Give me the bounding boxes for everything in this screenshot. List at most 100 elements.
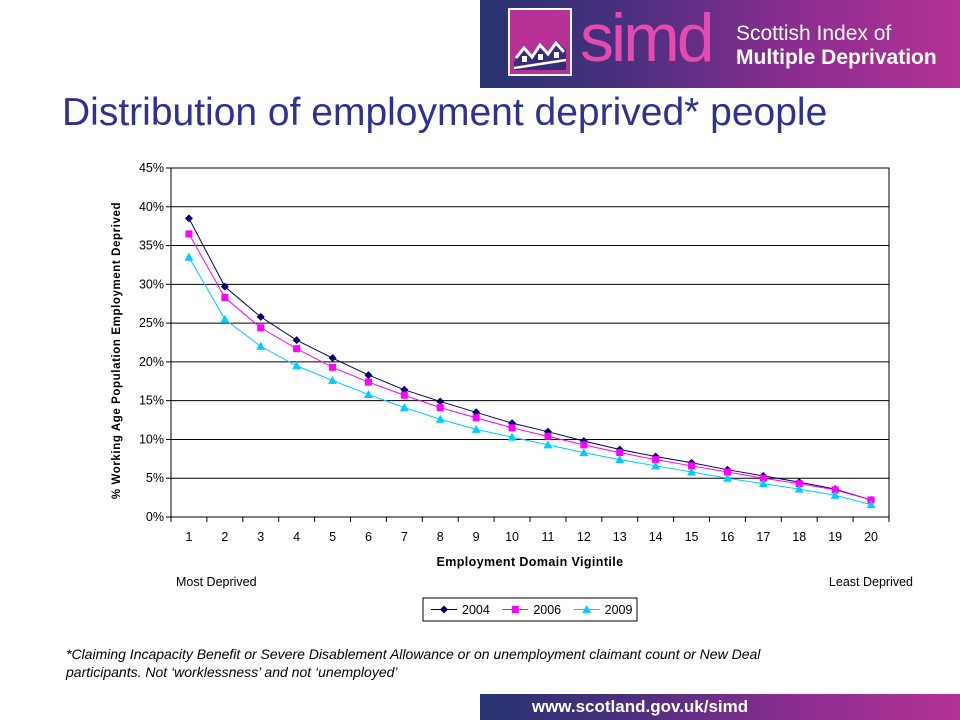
x-tick-label: 19 (828, 530, 842, 544)
data-point-2006 (652, 456, 660, 464)
data-point-2004 (220, 282, 229, 291)
brand-word: simd (580, 0, 715, 76)
y-tick-label: 45% (139, 161, 164, 175)
data-point-2006 (472, 414, 480, 422)
data-point-2009 (866, 500, 876, 509)
brand-name-line1: Scottish Index of (736, 22, 892, 45)
y-tick-label: 20% (139, 355, 164, 369)
series-line-2004 (188, 218, 872, 501)
brand-name-line2: Multiple Deprivation (736, 46, 937, 69)
annotation-most-deprived: Most Deprived (176, 575, 257, 589)
y-axis-label: % Working Age Population Employment Depr… (111, 202, 123, 499)
legend-item-2004: 2004 (431, 603, 490, 617)
data-point-2009 (722, 473, 732, 482)
y-tick-label: 0% (146, 510, 164, 524)
data-point-2009 (651, 461, 661, 470)
chart-legend: 2004 2006 2009 (422, 597, 638, 622)
footer-url-link[interactable]: www.scotland.gov.uk/simd (531, 697, 749, 716)
data-point-2004 (364, 371, 373, 380)
x-tick-label: 4 (293, 530, 300, 544)
series-2004 (184, 214, 876, 504)
legend-label: 2006 (533, 603, 561, 617)
x-tick-label: 12 (577, 530, 591, 544)
x-tick-label: 1 (185, 530, 192, 544)
chart-gridlines (171, 206, 889, 479)
x-tick-label: 18 (792, 530, 806, 544)
x-tick-label: 3 (257, 530, 264, 544)
data-point-2009 (687, 467, 697, 476)
data-point-2006 (759, 474, 767, 482)
data-point-2004 (256, 312, 265, 321)
data-point-2006 (688, 462, 696, 470)
data-point-2006 (364, 378, 372, 386)
data-point-2009 (435, 414, 445, 423)
footer-bar: www.scotland.gov.uk/simd (480, 694, 960, 720)
y-axis-ticks: 0% 5% 10% 15% 20% 25% 30% 35% 40% 45% (139, 161, 171, 524)
slide-title: Distribution of employment deprived* peo… (62, 91, 828, 134)
y-tick-label: 10% (139, 432, 164, 446)
header-banner: simd Scottish Index of Multiple Deprivat… (480, 0, 960, 88)
legend-marker (511, 606, 519, 613)
y-tick-label: 35% (139, 239, 164, 253)
legend-box (422, 597, 638, 622)
x-tick-label: 10 (505, 530, 519, 544)
data-point-2006 (867, 496, 875, 504)
x-tick-label: 16 (720, 530, 734, 544)
plot-area-frame (170, 167, 890, 518)
legend-label: 2009 (605, 603, 633, 617)
data-point-2004 (292, 336, 301, 345)
chart-series (184, 214, 876, 509)
x-tick-label: 17 (756, 530, 770, 544)
legend-item-2009: 2009 (573, 603, 633, 617)
y-tick-label: 40% (139, 200, 164, 214)
houses-logo-icon (508, 8, 572, 76)
data-point-2006 (508, 424, 516, 432)
annotation-least-deprived: Least Deprived (829, 575, 913, 589)
y-tick-label: 30% (139, 277, 164, 291)
data-point-2006 (580, 441, 588, 449)
x-tick-label: 5 (329, 530, 336, 544)
data-point-2009 (363, 389, 373, 398)
series-2009 (184, 252, 876, 509)
data-point-2006 (795, 480, 803, 488)
data-point-2006 (544, 432, 552, 440)
legend-label: 2004 (462, 603, 490, 617)
x-tick-label: 15 (685, 530, 699, 544)
data-point-2009 (579, 448, 589, 457)
x-tick-label: 9 (473, 530, 480, 544)
data-point-2009 (256, 341, 266, 350)
series-2006 (185, 230, 875, 504)
y-tick-label: 15% (139, 394, 164, 408)
data-point-2009 (507, 432, 517, 441)
data-point-2009 (794, 484, 804, 493)
data-point-2004 (184, 214, 193, 223)
data-point-2009 (830, 490, 840, 499)
line-chart: 0%5%10%15%20%25%30%35%40%45% 1 2 3 4 5 6 7 8 9 10… (111, 161, 913, 622)
data-point-2006 (400, 391, 408, 399)
data-point-2006 (185, 230, 193, 238)
x-tick-label: 2 (221, 530, 228, 544)
x-tick-label: 7 (401, 530, 408, 544)
x-tick-label: 14 (649, 530, 663, 544)
x-tick-label: 8 (437, 530, 444, 544)
series-line-2009 (188, 256, 872, 506)
data-point-2009 (292, 361, 302, 370)
legend-marker (582, 605, 592, 613)
data-point-2009 (615, 455, 625, 464)
data-point-2006 (723, 468, 731, 476)
x-axis-label: Employment Domain Vigintile (437, 555, 624, 569)
data-point-2006 (221, 294, 229, 302)
x-tick-label: 20 (864, 530, 878, 544)
data-point-2004 (328, 354, 337, 363)
data-point-2009 (220, 314, 230, 323)
data-point-2009 (399, 403, 409, 412)
data-point-2009 (184, 252, 194, 261)
data-point-2009 (328, 376, 338, 385)
x-tick-label: 6 (365, 530, 372, 544)
data-point-2006 (257, 324, 265, 332)
y-tick-label: 5% (146, 471, 164, 485)
x-tick-label: 13 (613, 530, 627, 544)
data-point-2006 (616, 449, 624, 457)
data-point-2009 (471, 424, 481, 433)
series-line-2006 (188, 233, 872, 501)
